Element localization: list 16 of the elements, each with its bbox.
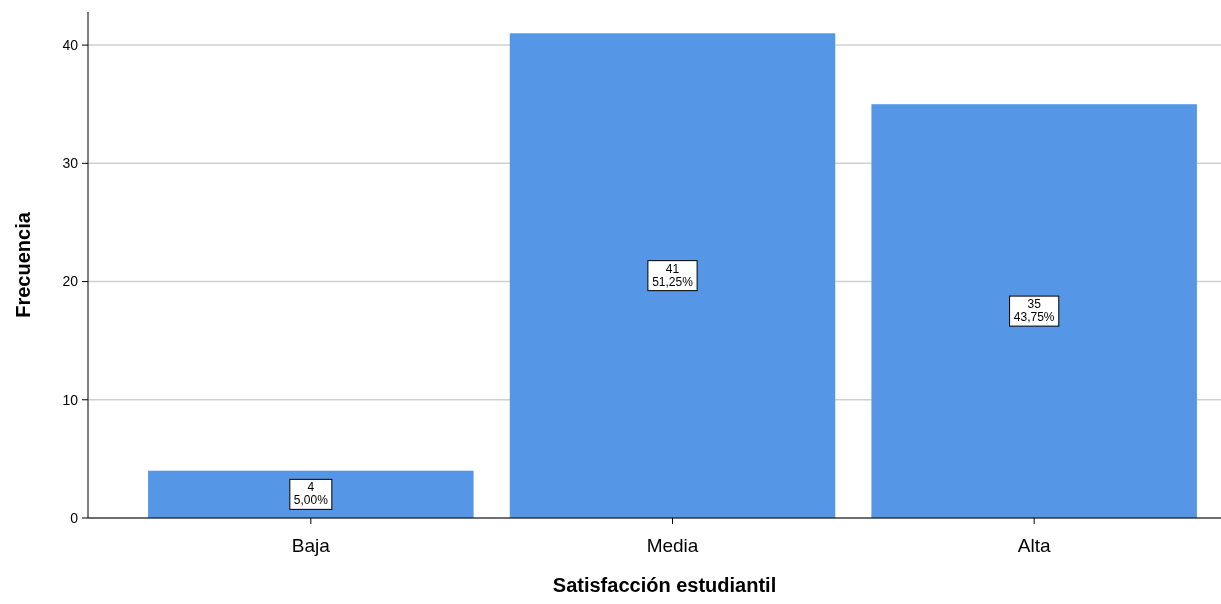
bar (148, 470, 474, 518)
y-axis-title: Frecuencia (12, 211, 34, 318)
y-tick-label: 20 (62, 273, 79, 290)
data-label: 4 5,00% (293, 480, 329, 508)
data-label: 41 51,25% (652, 261, 694, 289)
x-axis-title: Satisfacción estudiantil (552, 574, 777, 596)
x-tick-label: Media (646, 535, 699, 556)
x-tick-label: Alta (1017, 535, 1051, 556)
bar (871, 104, 1197, 518)
y-tick-label: 0 (70, 509, 79, 526)
y-tick-label: 40 (62, 37, 79, 53)
x-tick-label: Baja (291, 535, 331, 556)
y-tick-label: 30 (62, 155, 79, 172)
bar (509, 33, 836, 518)
y-tick-label: 10 (62, 391, 79, 408)
data-label: 35 43,75% (1013, 297, 1055, 325)
